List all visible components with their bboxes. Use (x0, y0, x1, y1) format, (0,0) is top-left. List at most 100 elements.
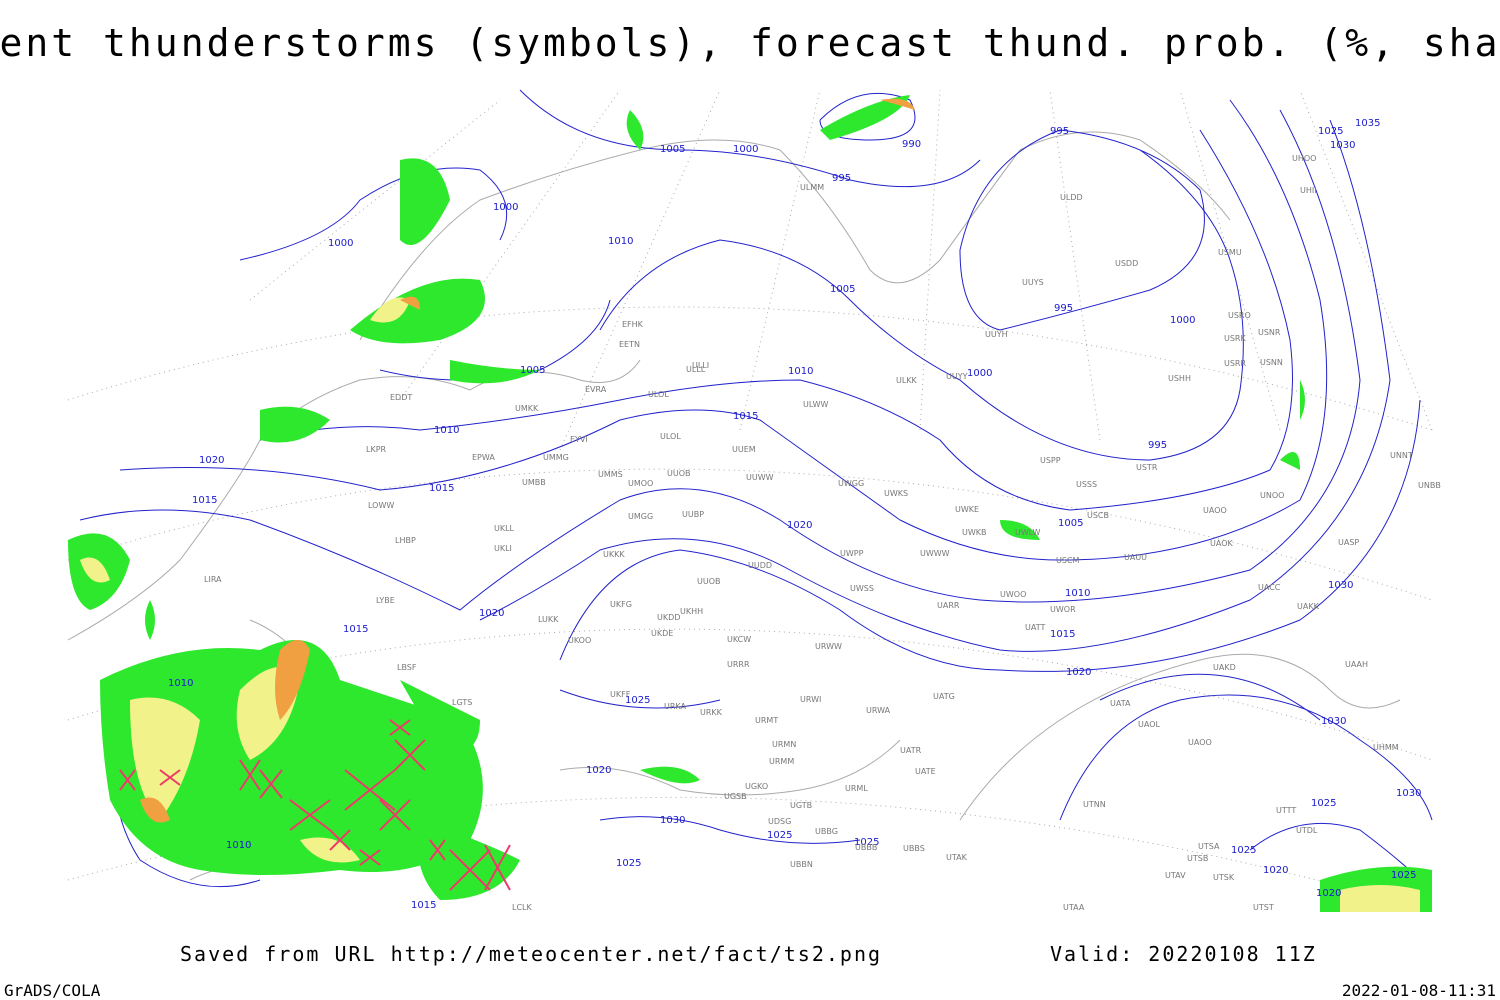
station-code: UUBP (682, 510, 704, 519)
station-code: URMT (755, 716, 778, 725)
station-code: ULLI (692, 361, 709, 370)
station-code: URMN (772, 740, 796, 749)
station-code: UWOR (1050, 605, 1076, 614)
station-code: USRR (1224, 359, 1246, 368)
station-code: UWKB (962, 528, 987, 537)
isobar-label: 1020 (1066, 667, 1091, 678)
station-code: UTSB (1187, 854, 1208, 863)
station-code: LHBP (395, 536, 416, 545)
station-code: UASP (1338, 538, 1359, 547)
station-code: UACC (1258, 583, 1281, 592)
station-code: UGTB (790, 801, 812, 810)
station-code: UTTT (1276, 806, 1296, 815)
station-code: UATE (915, 767, 936, 776)
station-code: UTSA (1198, 842, 1220, 851)
isobar-label: 1030 (1396, 788, 1421, 799)
station-code: UAOK (1210, 539, 1233, 548)
isobar-label: 1025 (854, 837, 879, 848)
isobar-label: 1010 (1065, 588, 1090, 599)
station-code: UMOO (628, 479, 653, 488)
station-code: ULKK (896, 376, 918, 385)
station-code: UHII (1300, 186, 1317, 195)
isobar-label: 1025 (767, 830, 792, 841)
isobar-label: 1020 (479, 608, 504, 619)
isobar-label: 1005 (520, 365, 545, 376)
isobar-label: 1000 (967, 368, 992, 379)
station-code: UUYH (985, 330, 1008, 339)
isobar-label: 1015 (343, 624, 368, 635)
station-code: UTAA (1063, 903, 1085, 912)
station-code: UATT (1025, 623, 1045, 632)
station-code: UKLI (494, 544, 512, 553)
station-code: UWGG (838, 479, 864, 488)
station-code: UUWW (746, 473, 774, 482)
isobar-label: 1020 (1316, 888, 1341, 899)
station-code: UDSG (768, 817, 791, 826)
station-code: USNN (1260, 358, 1283, 367)
station-code: UAAH (1345, 660, 1368, 669)
station-code: UWWW (920, 549, 950, 558)
station-code: UUDD (748, 561, 772, 570)
station-code: LUKK (538, 615, 559, 624)
station-code: UTNN (1083, 800, 1106, 809)
station-code: ULOL (648, 390, 669, 399)
isobar-label: 1000 (1170, 315, 1195, 326)
station-code: UMBB (522, 478, 546, 487)
isobar-label: 995 (1148, 440, 1167, 451)
isobar-label: 1030 (1321, 716, 1346, 727)
station-code: UAOO (1188, 738, 1212, 747)
station-code: UAKK (1297, 602, 1320, 611)
station-code: ULWW (803, 400, 828, 409)
station-code: UHOO (1292, 154, 1316, 163)
isobar-label: 1030 (1328, 580, 1353, 591)
station-code: UGSB (724, 792, 747, 801)
station-code: UWKE (955, 505, 979, 514)
station-code: URWI (800, 695, 821, 704)
station-code: UAOL (1138, 720, 1160, 729)
station-code: LIRA (204, 575, 222, 584)
station-code: USDD (1115, 259, 1138, 268)
station-code: USRK (1224, 334, 1246, 343)
station-code: USCM (1056, 556, 1080, 565)
station-code: USRO (1228, 311, 1251, 320)
station-code: USMU (1218, 248, 1242, 257)
station-code: LKPR (366, 445, 387, 454)
station-code: ULMM (800, 183, 824, 192)
station-code: EVRA (585, 385, 607, 394)
station-code: UBBB (855, 843, 877, 852)
isobar-label: 1010 (434, 425, 459, 436)
isobar-label: 995 (832, 173, 851, 184)
isobar-label: 995 (1054, 303, 1073, 314)
station-code: USNR (1258, 328, 1281, 337)
isobar-label: 1000 (493, 202, 518, 213)
isobar-label: 1020 (586, 765, 611, 776)
station-code: UWPP (840, 549, 864, 558)
station-code: UMGG (628, 512, 653, 521)
station-code: UATG (933, 692, 955, 701)
station-code: UBBS (903, 844, 925, 853)
isobar-label: 1030 (660, 815, 685, 826)
isobar-label: 990 (902, 139, 921, 150)
isobar-label: 1000 (733, 144, 758, 155)
station-code: UWOO (1000, 590, 1026, 599)
station-code: UAUU (1124, 553, 1147, 562)
isobar-label: 1010 (788, 366, 813, 377)
station-code: UTAK (946, 853, 968, 862)
station-code: UNBB (1418, 481, 1441, 490)
station-code: EETN (619, 340, 640, 349)
station-code: UAKD (1213, 663, 1236, 672)
station-code: UGKO (745, 782, 768, 791)
station-code: ULOL (660, 432, 681, 441)
station-code: USHH (1168, 374, 1191, 383)
station-code: USTR (1136, 463, 1158, 472)
station-code: EPWA (472, 453, 495, 462)
isobar-label: 1020 (1263, 865, 1288, 876)
isobar-label: 1025 (1318, 126, 1343, 137)
station-code: EYVI (570, 435, 588, 444)
station-code: UKHH (680, 607, 703, 616)
station-code: UBBN (790, 860, 813, 869)
isobar-label: 995 (1050, 126, 1069, 137)
station-code: EFHK (622, 320, 644, 329)
isobar-label: 1025 (1231, 845, 1256, 856)
station-code: USPP (1040, 456, 1061, 465)
